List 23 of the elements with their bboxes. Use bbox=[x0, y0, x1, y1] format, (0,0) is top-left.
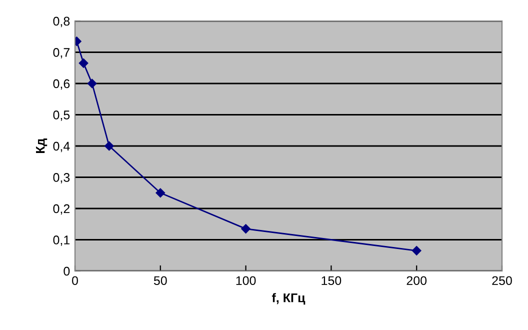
x-axis-title: f, КГц bbox=[272, 293, 306, 305]
y-tick-label: 0 bbox=[64, 266, 70, 276]
point bbox=[241, 224, 250, 234]
point bbox=[78, 58, 88, 68]
x-tick-label: 100 bbox=[236, 276, 256, 286]
y-tick-label: 0,3 bbox=[53, 173, 70, 184]
point bbox=[87, 78, 97, 88]
y-tick-label: 0,2 bbox=[53, 204, 70, 215]
y-tick-label: 0,7 bbox=[53, 48, 70, 58]
y-tick-label: 0,5 bbox=[53, 110, 70, 121]
point bbox=[412, 246, 422, 256]
x-tick-label: 150 bbox=[322, 276, 342, 286]
y-tick-label: 0,1 bbox=[53, 236, 70, 246]
point bbox=[156, 188, 166, 198]
x-tick-label: 50 bbox=[154, 276, 167, 286]
x-tick-label: 0 bbox=[72, 276, 78, 286]
y-tick-label: 0,4 bbox=[53, 142, 70, 152]
y-tick-label: 0,6 bbox=[53, 79, 70, 90]
y-axis-title: Кд bbox=[36, 138, 48, 153]
x-tick-label: 200 bbox=[406, 276, 427, 286]
x-tick-label: 250 bbox=[492, 276, 512, 286]
y-tick-label: 0,8 bbox=[53, 16, 70, 28]
point bbox=[104, 141, 114, 151]
